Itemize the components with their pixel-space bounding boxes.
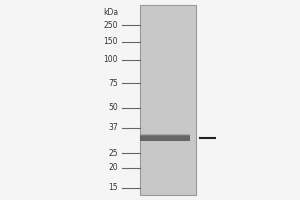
- Text: kDa: kDa: [103, 8, 118, 17]
- Text: 150: 150: [103, 38, 118, 46]
- Text: 250: 250: [103, 21, 118, 29]
- Text: 50: 50: [108, 104, 118, 112]
- Text: 37: 37: [108, 123, 118, 132]
- Text: 15: 15: [108, 184, 118, 192]
- Text: 25: 25: [108, 148, 118, 158]
- Text: 75: 75: [108, 78, 118, 88]
- Text: 20: 20: [108, 164, 118, 172]
- Text: 100: 100: [103, 55, 118, 64]
- Bar: [140, 5, 196, 195]
- Bar: [140, 134, 190, 136]
- Bar: [140, 135, 190, 141]
